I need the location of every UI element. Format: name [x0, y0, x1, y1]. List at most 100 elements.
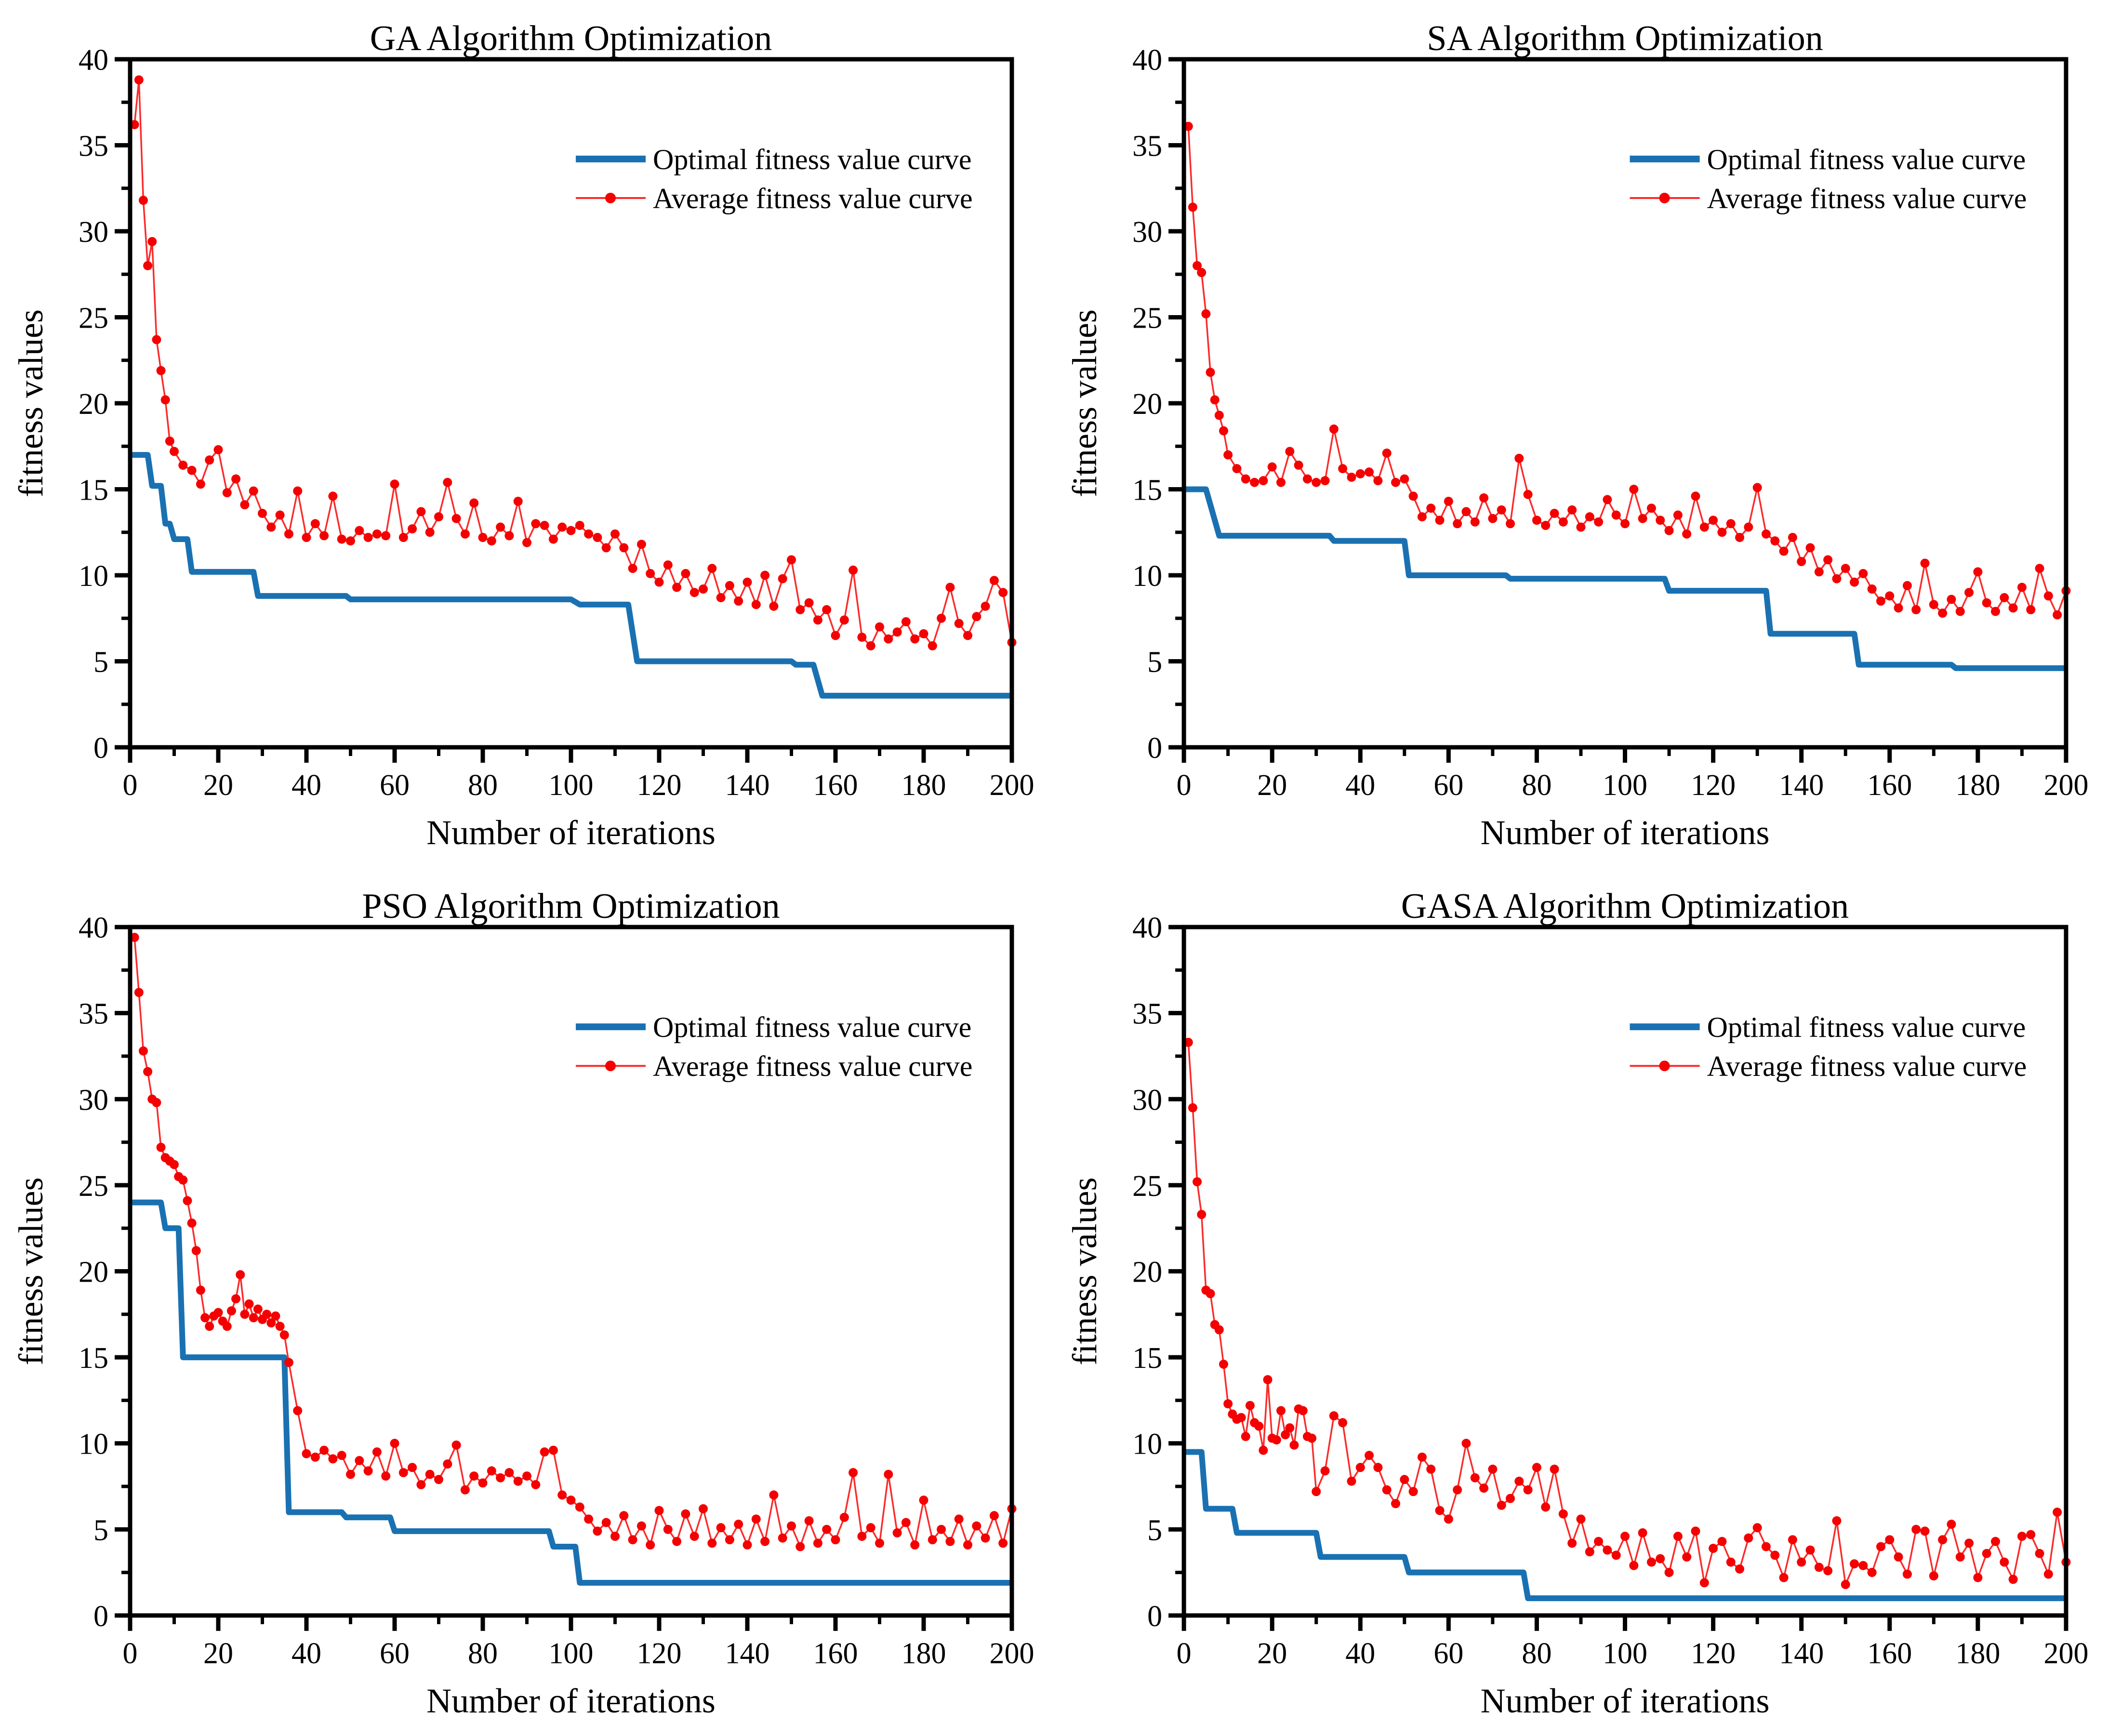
- average-point: [390, 479, 399, 489]
- x-tick-label: 120: [637, 769, 682, 802]
- average-point: [143, 1067, 153, 1076]
- x-tick-label: 20: [1257, 769, 1287, 802]
- average-point: [1990, 607, 2000, 616]
- average-point: [1219, 426, 1229, 436]
- average-point: [196, 479, 205, 489]
- average-point: [1779, 546, 1789, 556]
- average-point: [689, 1532, 699, 1541]
- average-point: [822, 1524, 832, 1534]
- average-point: [663, 560, 673, 570]
- average-point: [1938, 609, 1948, 618]
- average-point: [460, 529, 470, 539]
- average-point: [1201, 309, 1211, 318]
- average-point: [1805, 1545, 1815, 1555]
- chart-sa: SA Algorithm Optimization fitness values…: [1054, 0, 2108, 868]
- average-point: [170, 1160, 179, 1169]
- average-point: [2035, 1549, 2044, 1558]
- y-tick-label: 0: [93, 1600, 108, 1633]
- legend-optimal-label: Optimal fitness value curve: [653, 144, 971, 175]
- average-point: [672, 583, 682, 592]
- average-point: [1206, 1289, 1215, 1299]
- average-point: [884, 1470, 893, 1479]
- average-point: [372, 529, 382, 539]
- average-point: [504, 531, 514, 541]
- average-point: [213, 1308, 223, 1317]
- average-point: [1417, 1452, 1427, 1462]
- average-point: [170, 447, 179, 456]
- x-tick-label: 140: [725, 769, 770, 802]
- average-point: [1223, 1399, 1233, 1409]
- average-point: [1497, 505, 1506, 515]
- average-point: [778, 574, 787, 583]
- x-tick-label: 20: [1257, 1637, 1287, 1670]
- average-point: [1585, 512, 1594, 522]
- average-point: [1470, 1473, 1480, 1483]
- y-tick-label: 0: [93, 732, 108, 765]
- chart-pso-plot: PSO Algorithm Optimization fitness value…: [12, 887, 1034, 1720]
- average-point: [1488, 514, 1498, 523]
- average-point: [1506, 519, 1515, 529]
- average-point: [769, 601, 779, 611]
- x-tick-label: 80: [1522, 769, 1551, 802]
- average-point: [187, 465, 197, 475]
- average-point: [1550, 1464, 1559, 1474]
- legend-optimal-label: Optimal fitness value curve: [653, 1011, 971, 1043]
- average-point: [346, 536, 355, 546]
- average-point: [143, 261, 153, 270]
- average-point: [901, 617, 911, 626]
- legend-average-marker: [605, 1060, 616, 1072]
- average-point: [1232, 464, 1242, 474]
- average-point: [310, 1452, 320, 1462]
- x-tick-label: 60: [380, 1637, 410, 1670]
- average-point: [1541, 520, 1551, 530]
- average-point: [654, 1506, 664, 1515]
- average-point: [540, 1447, 549, 1457]
- average-point: [593, 1526, 602, 1536]
- average-point: [1726, 519, 1736, 529]
- average-point: [849, 1468, 858, 1477]
- average-point: [213, 445, 223, 454]
- average-curve: [1187, 1042, 2067, 1588]
- average-point: [363, 1466, 373, 1476]
- average-point: [1805, 543, 1815, 553]
- x-tick-label: 180: [1955, 1637, 2000, 1670]
- average-point: [416, 507, 426, 517]
- average-point: [557, 522, 567, 532]
- legend: Optimal fitness value curve Average fitn…: [576, 144, 973, 214]
- average-point: [1797, 557, 1806, 566]
- average-point: [1276, 1406, 1286, 1416]
- average-point: [253, 1304, 263, 1314]
- y-tick-label: 25: [1132, 302, 1162, 335]
- average-point: [1735, 1564, 1745, 1574]
- average-point: [1479, 1484, 1489, 1493]
- average-point: [1193, 261, 1202, 270]
- average-point: [1761, 1542, 1771, 1551]
- average-point: [1779, 1573, 1789, 1582]
- average-point: [963, 1540, 972, 1550]
- average-point: [1990, 1537, 2000, 1546]
- average-point: [425, 1470, 435, 1479]
- average-point: [1646, 1557, 1656, 1567]
- y-axis-label: fitness values: [1065, 1177, 1104, 1365]
- average-point: [1664, 526, 1674, 535]
- average-point: [1814, 1563, 1824, 1572]
- chart-title: GASA Algorithm Optimization: [1401, 887, 1849, 926]
- average-point: [1752, 1523, 1762, 1533]
- x-tick-label: 120: [1691, 1637, 1736, 1670]
- average-point: [1210, 395, 1220, 405]
- plot-area: 0 20 40 60 80 100 120 140 160 180 200 0 5 10 15 20 25 30 3…: [79, 44, 1034, 802]
- average-point: [1444, 1514, 1453, 1524]
- average-point: [734, 1520, 743, 1529]
- average-point: [1929, 600, 1938, 610]
- average-point: [381, 531, 391, 541]
- average-point: [566, 526, 576, 535]
- average-point: [1964, 588, 1974, 597]
- average-point: [945, 1537, 955, 1546]
- average-point: [1219, 1359, 1229, 1369]
- average-point: [1709, 1544, 1718, 1553]
- average-point: [610, 529, 620, 539]
- average-point: [1281, 1430, 1290, 1440]
- average-point: [584, 529, 594, 539]
- chart-pso: PSO Algorithm Optimization fitness value…: [0, 868, 1054, 1736]
- y-tick-label: 5: [93, 1514, 108, 1547]
